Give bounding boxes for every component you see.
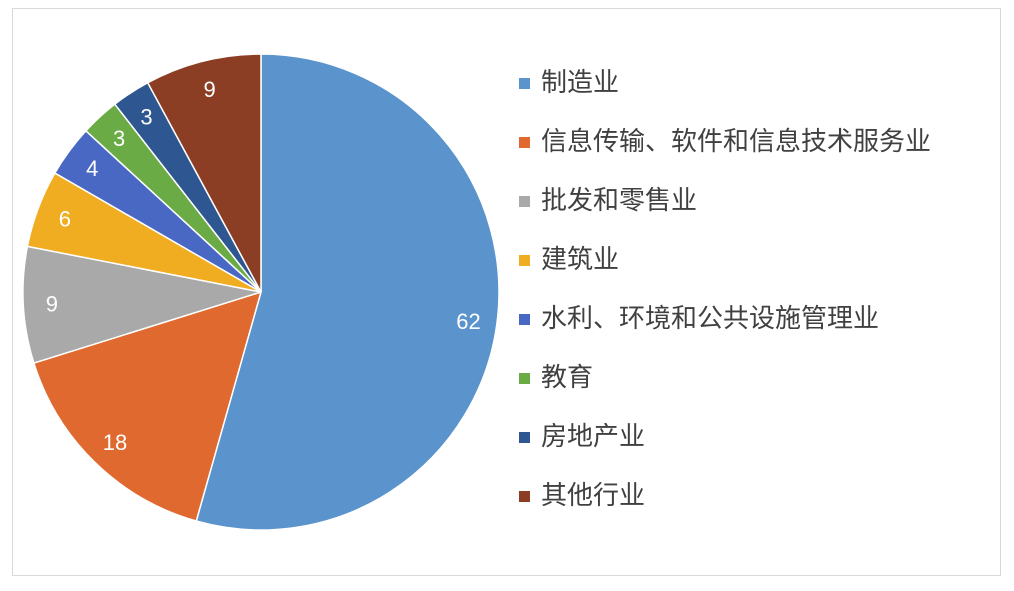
legend-item: 教育 (519, 361, 931, 420)
data-label: 9 (46, 292, 58, 317)
data-label: 6 (59, 207, 71, 232)
legend-swatch (519, 255, 530, 266)
legend-swatch (519, 196, 530, 207)
legend-label: 房地产业 (541, 422, 646, 452)
data-label: 3 (140, 105, 152, 130)
legend-swatch (519, 432, 530, 443)
legend-label: 教育 (541, 363, 594, 393)
legend-item: 房地产业 (519, 420, 931, 479)
data-label: 3 (113, 126, 125, 151)
legend-swatch (519, 137, 530, 148)
legend-swatch (519, 314, 530, 325)
legend-item: 其他行业 (519, 479, 931, 538)
legend-label: 其他行业 (541, 481, 646, 511)
data-label: 18 (103, 430, 127, 455)
data-label: 4 (86, 156, 98, 181)
legend-label: 批发和零售业 (541, 186, 698, 216)
legend: 制造业信息传输、软件和信息技术服务业 批发和零售业 建筑业水利、环境和公共设施管理业… (519, 66, 931, 538)
data-label: 9 (203, 77, 215, 102)
pie-slice (195, 53, 500, 531)
data-label: 62 (456, 309, 480, 334)
pie-slice (22, 245, 262, 364)
legend-item: 制造业 (519, 66, 931, 125)
legend-label: 信息传输、软件和信息技术服务业 (541, 127, 932, 157)
legend-label: 建筑业 (541, 245, 620, 275)
legend-label: 制造业 (541, 68, 620, 98)
legend-item: 信息传输、软件和信息技术服务业 (519, 125, 931, 184)
chart-frame (12, 8, 1001, 576)
legend-swatch (519, 373, 530, 384)
legend-item: 建筑业 (519, 243, 931, 302)
legend-swatch (519, 78, 530, 89)
legend-item: 水利、环境和公共设施管理业 (519, 302, 931, 361)
legend-item: 批发和零售业 (519, 184, 931, 243)
pie-slice (32, 290, 263, 522)
legend-label: 水利、环境和公共设施管理业 (541, 304, 880, 334)
pie-slice (146, 53, 262, 293)
legend-swatch (519, 491, 530, 502)
